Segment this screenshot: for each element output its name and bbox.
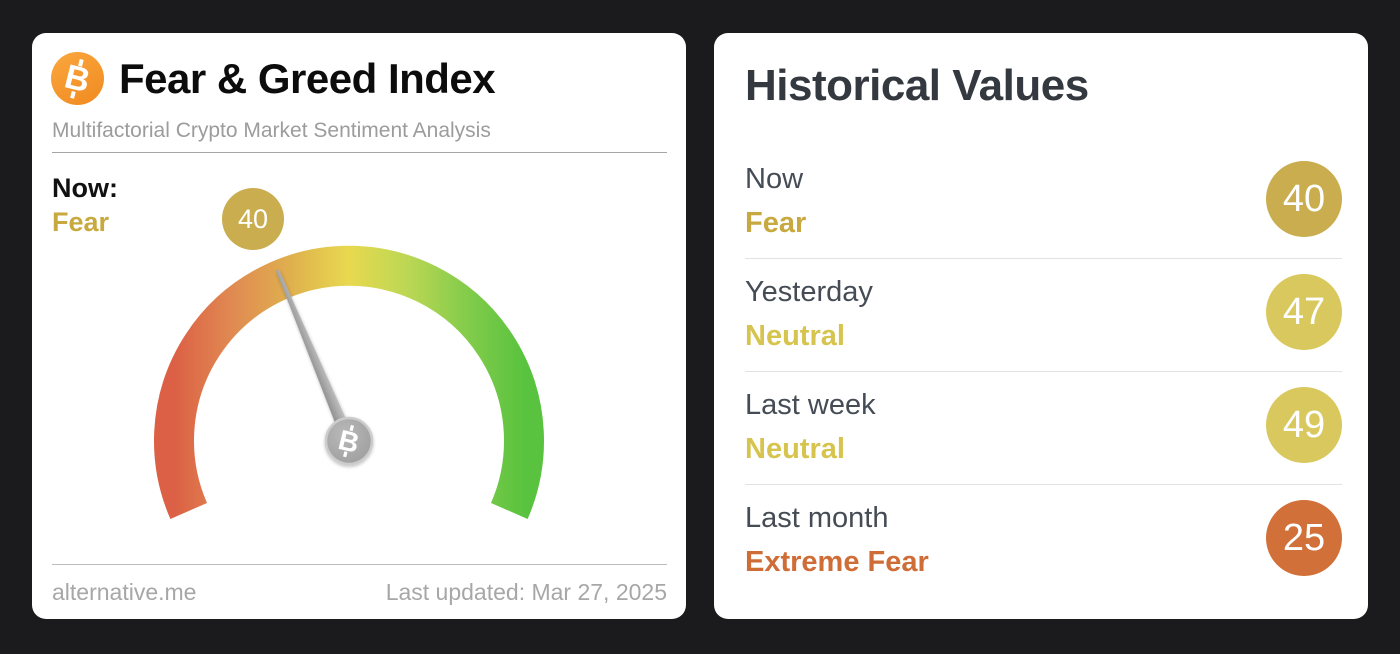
historical-row-last-week: Last week Neutral 49 (745, 372, 1342, 485)
svg-text:B: B (61, 58, 94, 101)
historical-row-last-month: Last month Extreme Fear 25 (745, 485, 1342, 598)
row-value-badge: 47 (1266, 274, 1342, 350)
historical-values-card: Historical Values Now Fear 40 Yesterday … (714, 33, 1368, 619)
row-value-badge: 40 (1266, 161, 1342, 237)
bitcoin-icon-glyph: B (61, 58, 94, 101)
bitcoin-icon: B (51, 52, 104, 105)
page-subtitle: Multifactorial Crypto Market Sentiment A… (52, 119, 491, 142)
historical-rows: Now Fear 40 Yesterday Neutral 47 Last we… (745, 146, 1342, 598)
gauge-needle (276, 269, 356, 446)
row-value-badge: 49 (1266, 387, 1342, 463)
historical-row-yesterday: Yesterday Neutral 47 (745, 259, 1342, 372)
row-period-label: Last week (745, 389, 876, 421)
card-header: B Fear & Greed Index (51, 52, 496, 105)
gauge-band (154, 245, 544, 519)
historical-values-title: Historical Values (745, 61, 1089, 110)
historical-row-now: Now Fear 40 (745, 146, 1342, 259)
footer-divider (52, 564, 667, 565)
fear-greed-gauge: B (154, 245, 544, 519)
row-sentiment: Neutral (745, 433, 845, 465)
gauge-card: B Fear & Greed Index Multifactorial Cryp… (32, 33, 686, 619)
row-period-label: Now (745, 163, 804, 195)
row-sentiment: Fear (745, 207, 807, 239)
row-period-label: Yesterday (745, 276, 873, 308)
row-sentiment: Extreme Fear (745, 546, 929, 578)
now-label: Now: (52, 173, 118, 203)
source-link[interactable]: alternative.me (52, 579, 197, 605)
gauge-hub: B (324, 416, 374, 466)
row-value-badge: 25 (1266, 500, 1342, 576)
last-updated-text: Last updated: Mar 27, 2025 (385, 579, 667, 605)
header-divider (52, 152, 667, 153)
row-period-label: Last month (745, 502, 889, 534)
now-sentiment: Fear (52, 207, 110, 237)
card-footer: alternative.me Last updated: Mar 27, 202… (52, 577, 667, 607)
page-title: Fear & Greed Index (119, 54, 496, 102)
row-sentiment: Neutral (745, 320, 845, 352)
gauge-value-badge: 40 (222, 188, 284, 250)
